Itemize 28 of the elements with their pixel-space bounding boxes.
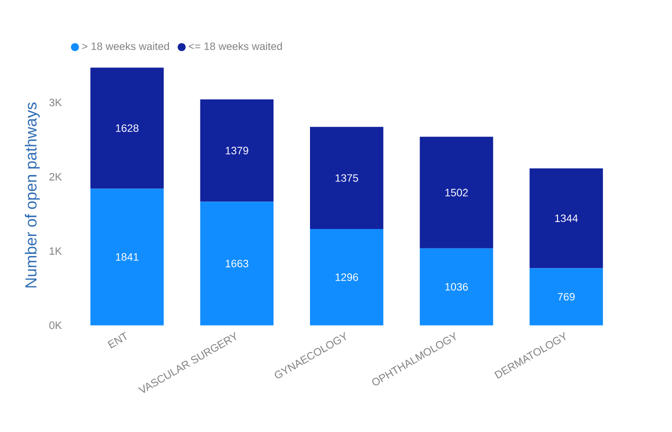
data-label: 1841 (116, 253, 138, 261)
bar (200, 202, 274, 326)
bar (200, 99, 274, 202)
y-axis-title: Number of open pathways (24, 102, 40, 288)
y-tick-label: 2K (49, 173, 62, 180)
data-label: 1375 (336, 174, 358, 182)
y-tick-label: 0K (49, 322, 62, 330)
y-tick-label: 3K (49, 98, 62, 106)
bar (420, 248, 494, 326)
data-label: 1628 (116, 124, 138, 132)
bar (530, 168, 603, 268)
x-tick-label: ENT (108, 332, 127, 348)
data-label: 1036 (445, 283, 468, 291)
bar (420, 136, 494, 248)
data-label: 1344 (555, 214, 578, 222)
data-label: 1663 (226, 260, 248, 268)
y-tick-label: 1K (50, 247, 62, 255)
data-label: 769 (558, 292, 575, 301)
bar (310, 126, 384, 230)
data-label: 1296 (336, 273, 358, 281)
bar (90, 68, 164, 189)
legend-label: > 18 weeks waited (82, 42, 169, 50)
bar (90, 188, 164, 326)
data-label: 1502 (445, 188, 468, 196)
bar (530, 268, 603, 326)
data-label: 1379 (226, 146, 248, 154)
legend-label: <= 18 weeks waited (188, 42, 282, 50)
bar (310, 229, 384, 326)
